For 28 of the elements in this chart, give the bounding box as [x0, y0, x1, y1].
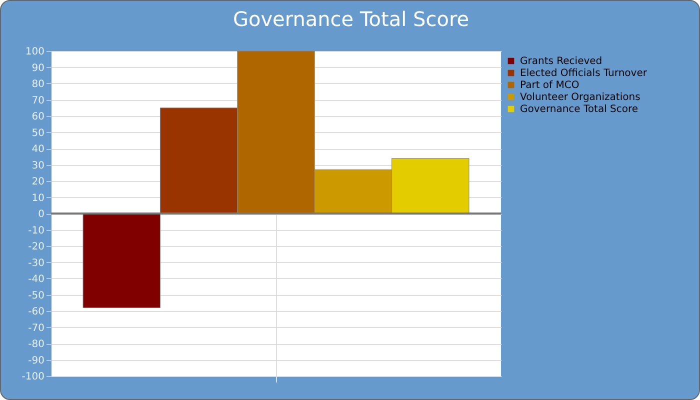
- legend-label: Volunteer Organizations: [520, 92, 640, 103]
- y-tick-label: -60: [28, 306, 44, 318]
- y-tick-label: 0: [38, 209, 44, 220]
- y-tick-label: -10: [28, 225, 44, 236]
- y-tick-label: 30: [32, 160, 44, 172]
- y-tick-label: -50: [28, 290, 44, 302]
- y-tick-label: -70: [28, 322, 44, 334]
- y-tick-label: -30: [28, 258, 44, 269]
- y-tick-label: 50: [32, 128, 44, 139]
- y-tick-label: -90: [28, 355, 44, 366]
- y-tick-label: 90: [32, 62, 44, 74]
- y-tick-label: -100: [22, 372, 44, 382]
- y-tick-label: 100: [25, 46, 44, 58]
- y-tick-label: 20: [32, 176, 44, 188]
- legend-label: Elected Officials Turnover: [520, 68, 648, 79]
- bar: [82, 213, 160, 308]
- y-tick-label: -20: [28, 242, 44, 252]
- y-tick-label: -80: [28, 339, 44, 350]
- legend-label: Part of MCO: [520, 80, 580, 91]
- y-tick-label: 60: [32, 112, 44, 122]
- legend-label: Governance Total Score: [520, 104, 638, 115]
- y-tick-label: 70: [32, 95, 44, 106]
- y-tick-label: 40: [32, 144, 44, 155]
- y-tick-label: -40: [28, 274, 44, 285]
- y-tick-label: 10: [32, 192, 44, 204]
- legend-label: Grants Recieved: [520, 56, 602, 67]
- y-tick-label: 80: [32, 79, 44, 90]
- chart-title: Governance Total Score: [232, 7, 470, 31]
